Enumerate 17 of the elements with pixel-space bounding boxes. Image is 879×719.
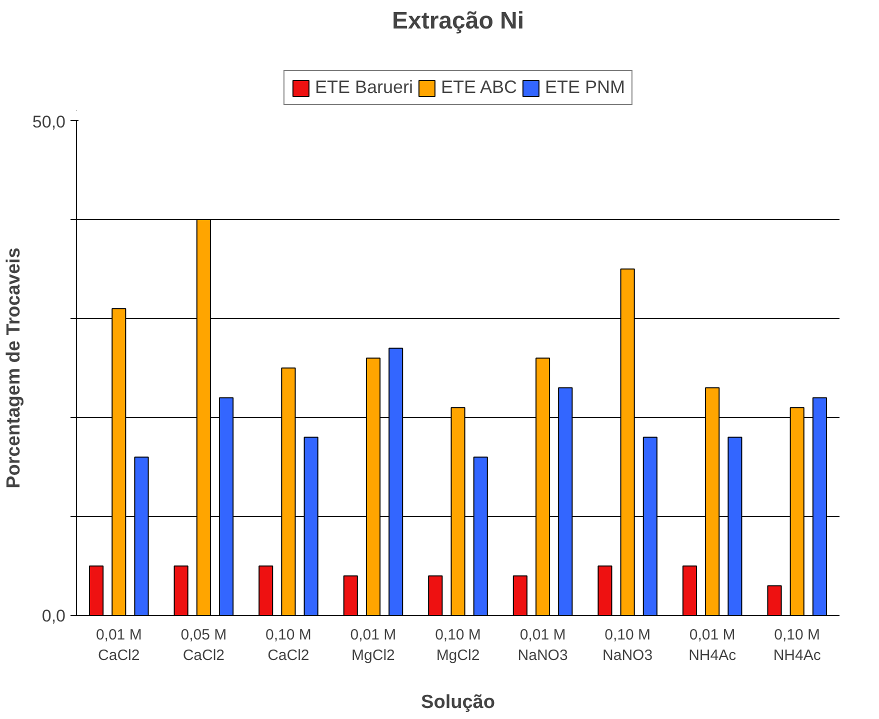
x-tick-label: 0,01 M NH4Ac [688,626,737,664]
x-tick-label: 0,01 M NaNO3 [518,626,568,664]
x-tick-label: 0,10 M CaCl2 [266,626,312,664]
x-axis-title: Solução [421,692,495,713]
y-tick-label: 0,0 [42,606,66,626]
x-tick-label: 0,10 M NH4Ac [773,626,822,664]
legend-label: ETE ABC [441,77,518,98]
x-tick-label: 0,10 M MgCl2 [435,626,481,664]
y-axis-title: Porcentagem de Trocaveis [3,248,24,488]
chart-title: Extração Ni [392,8,524,34]
x-tick-label: 0,10 M NaNO3 [602,626,653,664]
y-tick-label: 50,0 [32,112,66,132]
x-tick-label: 0,05 M CaCl2 [180,626,227,664]
legend-label: ETE PNM [545,77,626,98]
x-tick-label: 0,01 M CaCl2 [96,626,142,664]
legend-label: ETE Barueri [314,77,413,98]
x-tick-label: 0,01 M MgCl2 [350,626,396,664]
